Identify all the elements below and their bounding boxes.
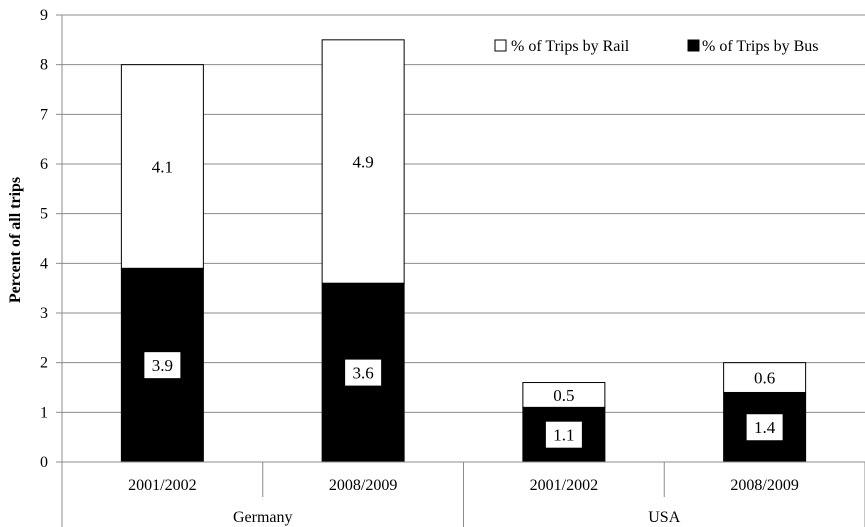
legend: % of Trips by Rail % of Trips by Bus (494, 38, 818, 55)
y-tick-label: 9 (40, 7, 48, 24)
bar-segment-rail (120, 64, 204, 269)
data-label-box (545, 421, 582, 448)
y-tick-label: 7 (40, 106, 48, 123)
x-category-label: 2008/2009 (329, 477, 397, 494)
x-axis: 2001/2002 2008/2009 2001/2002 2008/2009 Germ… (61, 461, 865, 527)
legend-label: % of Trips by Bus (702, 38, 818, 55)
data-label-box (345, 359, 382, 386)
data-label: 1.1 (553, 426, 574, 445)
legend-swatch (494, 39, 507, 52)
x-category-label: 2001/2002 (128, 477, 196, 494)
y-tick-label: 5 (40, 206, 48, 223)
bars: 3.9 4.1 3.6 4.9 1.1 0.5 1.4 0.6 (120, 39, 807, 463)
data-label-box (144, 352, 181, 379)
data-label-box (746, 414, 783, 441)
y-tick-label: 1 (40, 404, 48, 421)
bar-segment-rail (321, 39, 405, 284)
data-label: 0.5 (553, 386, 574, 405)
bar-segment-rail (723, 362, 807, 393)
data-label: 1.4 (754, 418, 776, 437)
y-axis-label: Percent of all trips (7, 177, 24, 303)
legend-swatch (687, 39, 700, 52)
y-tick-label: 3 (40, 305, 48, 322)
x-category-label: 2008/2009 (730, 477, 798, 494)
y-tick-label: 8 (40, 57, 48, 74)
data-label: 0.6 (754, 369, 775, 388)
y-axis: 0 1 2 3 4 5 6 7 8 9 (40, 7, 63, 471)
bar-segment-rail (522, 382, 606, 408)
y-tick-label: 0 (40, 454, 48, 471)
legend-label: % of Trips by Rail (511, 38, 630, 55)
y-tick-label: 6 (40, 156, 48, 173)
y-tick-label: 4 (40, 255, 48, 272)
data-label: 3.6 (353, 364, 374, 383)
x-group-label: Germany (233, 509, 293, 526)
data-label: 4.9 (353, 153, 374, 172)
data-label: 4.1 (152, 157, 173, 176)
data-label: 3.9 (152, 356, 173, 375)
x-category-label: 2001/2002 (530, 477, 598, 494)
x-group-label: USA (648, 509, 680, 526)
y-tick-label: 2 (40, 355, 48, 372)
